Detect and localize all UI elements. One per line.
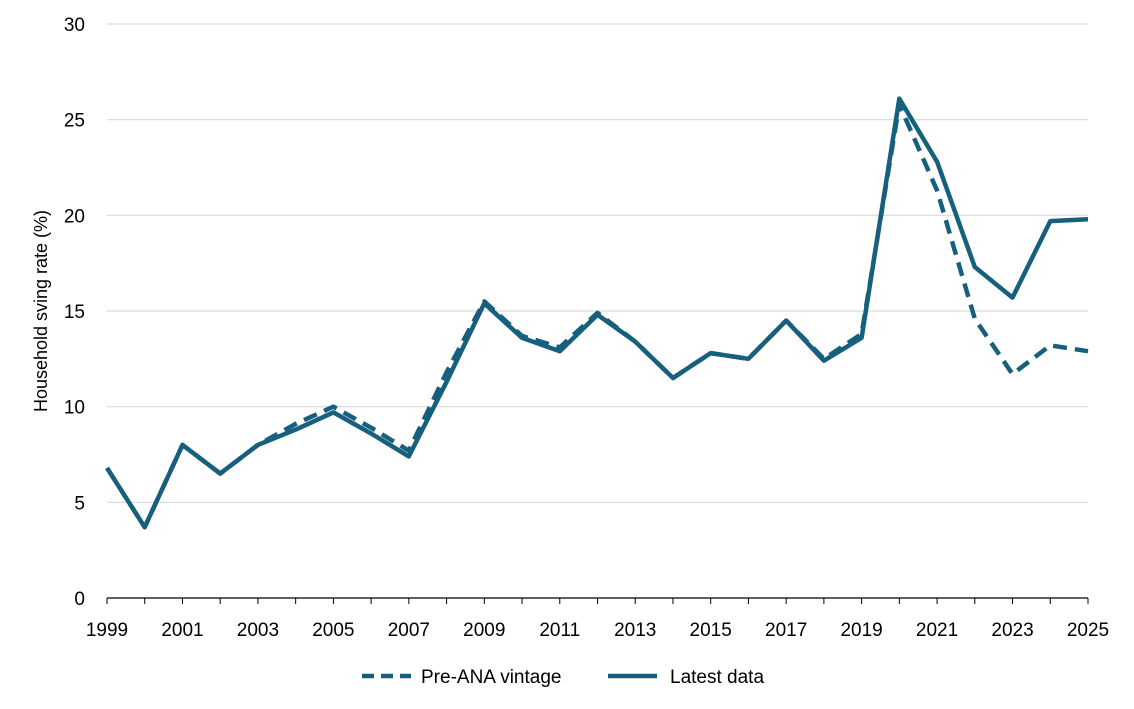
legend-label: Latest data [670, 667, 764, 688]
x-tick-label: 2023 [991, 620, 1033, 641]
x-tick-label: 1999 [86, 620, 128, 641]
x-tick-label: 2003 [237, 620, 279, 641]
x-tick-label: 2021 [916, 620, 958, 641]
x-tick-label: 2011 [539, 620, 580, 641]
y-tick-label: 25 [64, 111, 85, 132]
x-tick-labels: 1999 2001 2003 2005 2007 2009 2011 2013 2015 2017… [86, 620, 1109, 641]
x-tick-label: 2019 [840, 620, 882, 641]
x-tick-label: 2007 [388, 620, 430, 641]
y-tick-label: 30 [64, 15, 85, 36]
y-tick-label: 15 [64, 302, 85, 323]
series-line-latest-data [105, 96, 1089, 530]
y-axis-label: Household sving rate (%) [31, 210, 51, 412]
series-lines [105, 96, 1089, 530]
y-tick-labels: 0 5 10 15 20 25 30 [64, 15, 85, 610]
x-tick-label: 2015 [690, 620, 732, 641]
x-tick-label: 2025 [1067, 620, 1109, 641]
y-tick-label: 0 [74, 589, 85, 610]
x-tick-label: 2013 [614, 620, 656, 641]
y-tick-label: 20 [64, 206, 85, 227]
y-tick-label: 10 [64, 398, 85, 419]
legend: Pre-ANA vintage Latest data [362, 667, 764, 688]
y-tick-label: 5 [74, 493, 85, 514]
x-tick-label: 2017 [765, 620, 807, 641]
legend-label: Pre-ANA vintage [421, 667, 561, 688]
x-tick-label: 2005 [312, 620, 354, 641]
axes [106, 597, 1089, 604]
x-tick-label: 2001 [161, 620, 203, 641]
gridlines [107, 23, 1088, 503]
x-tick-label: 2009 [463, 620, 505, 641]
